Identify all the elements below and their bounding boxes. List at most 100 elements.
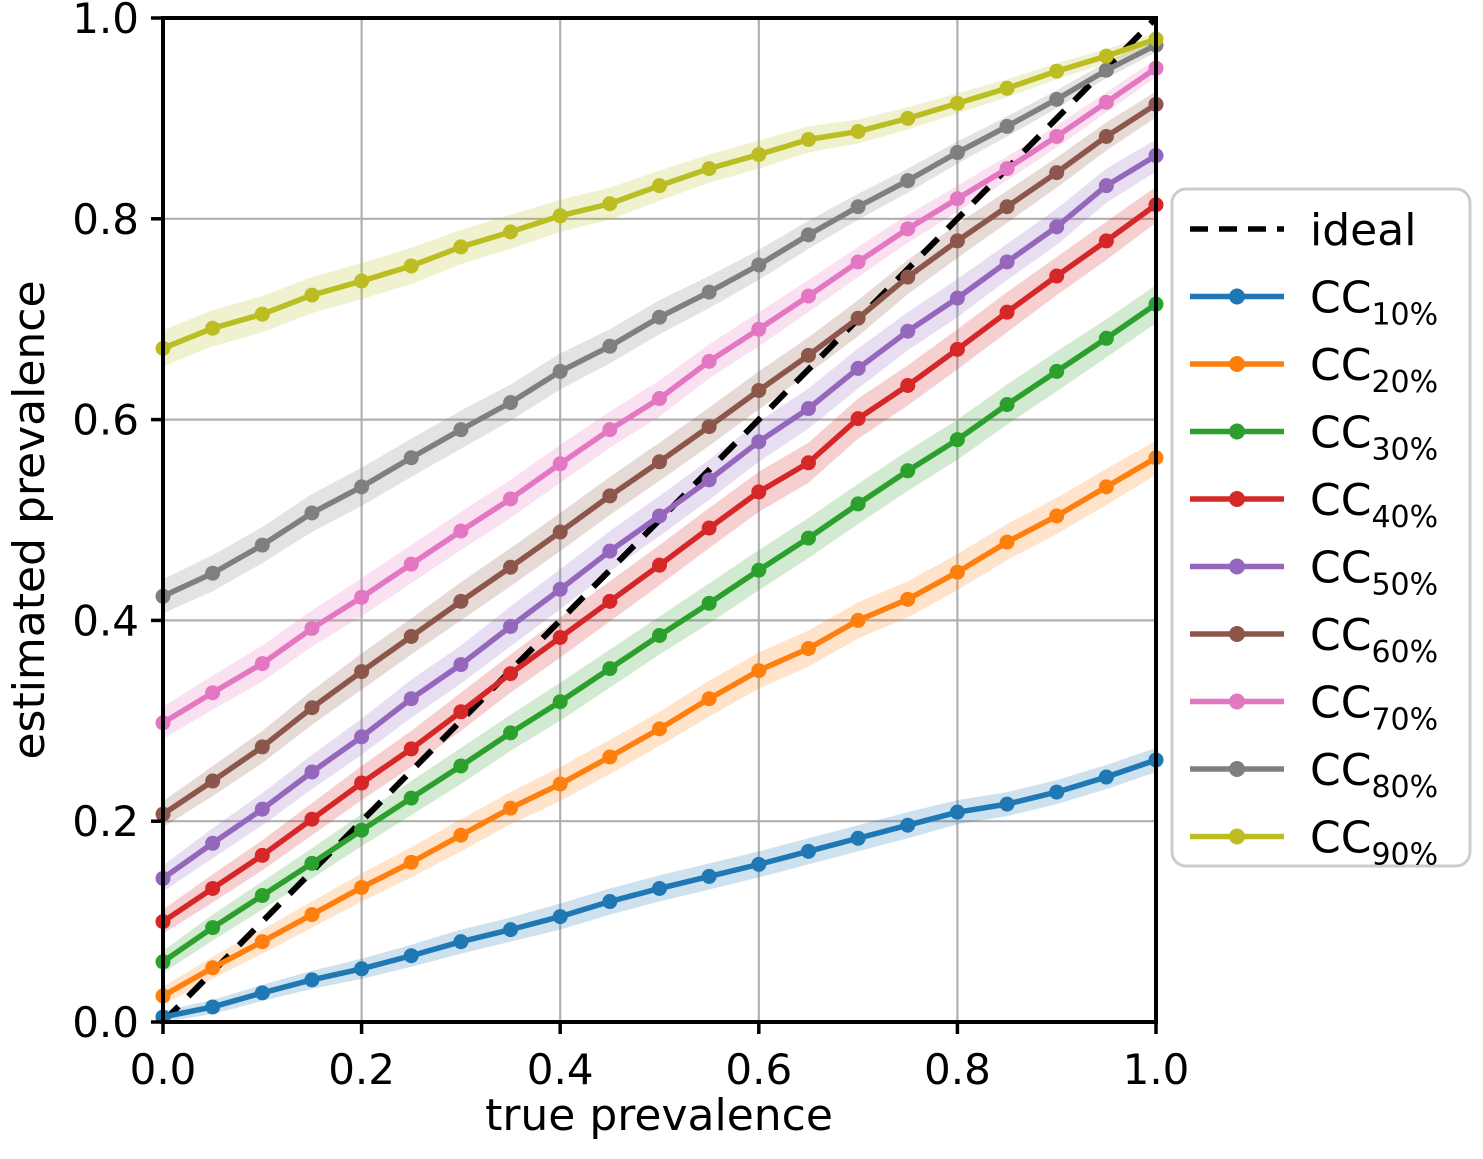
series-marker — [949, 432, 965, 448]
series-marker — [503, 922, 519, 938]
series-marker — [552, 363, 568, 379]
series-marker — [354, 664, 370, 680]
series-marker — [701, 595, 717, 611]
series-marker — [205, 685, 221, 701]
series-CC60% — [155, 96, 1164, 822]
series-marker — [254, 847, 270, 863]
series-marker — [751, 562, 767, 578]
series-marker — [453, 239, 469, 255]
series-marker — [205, 835, 221, 851]
series-marker — [503, 395, 519, 411]
series-marker — [304, 811, 320, 827]
series-marker — [751, 663, 767, 679]
series-marker — [503, 491, 519, 507]
legend-swatch-marker — [1229, 558, 1245, 575]
chart-legend[interactable]: idealCC10%CC20%CC30%CC40%CC50%CC60%CC70%… — [1170, 187, 1472, 873]
series-marker — [354, 273, 370, 289]
series-CC40% — [155, 197, 1164, 930]
axes-spines — [161, 16, 1158, 1024]
series-marker — [800, 288, 816, 304]
series-marker — [403, 258, 419, 274]
series-marker — [999, 397, 1015, 413]
series-marker — [403, 741, 419, 757]
series-marker — [800, 530, 816, 546]
series-marker — [205, 880, 221, 896]
series-marker — [999, 118, 1015, 134]
series-marker — [1049, 363, 1065, 379]
series-marker — [602, 593, 618, 609]
series-marker — [652, 309, 667, 325]
series-marker — [254, 887, 270, 903]
legend-swatch-marker — [1229, 423, 1245, 440]
series-marker — [900, 110, 916, 126]
series-marker — [453, 827, 469, 843]
series-marker — [602, 894, 618, 910]
series-marker — [900, 221, 916, 237]
series-marker — [900, 173, 916, 189]
legend-swatch-marker — [1229, 491, 1245, 507]
series-marker — [751, 434, 767, 450]
legend-box — [1170, 187, 1472, 868]
y-tick-label: 1.0 — [72, 0, 139, 43]
series-marker — [403, 691, 419, 707]
legend-item-ideal[interactable]: ideal — [1190, 205, 1416, 256]
series-marker — [552, 524, 568, 540]
series-marker — [354, 589, 370, 605]
y-axis-title: estimated prevalence — [4, 280, 55, 759]
series-marker — [701, 353, 717, 369]
series-marker — [354, 879, 370, 895]
series-marker — [453, 704, 469, 720]
series-marker — [800, 641, 816, 657]
legend-item-subscript: 40% — [1371, 500, 1438, 535]
series-marker — [800, 401, 816, 417]
series-marker — [900, 817, 916, 833]
series-marker — [999, 161, 1015, 177]
series-marker — [552, 909, 568, 925]
series-CC80% — [155, 37, 1164, 604]
legend-item-label: ideal — [1310, 205, 1416, 256]
series-marker — [1098, 479, 1114, 495]
series-marker — [949, 145, 965, 161]
series-marker — [1049, 784, 1065, 800]
series-marker — [652, 178, 667, 194]
series-marker — [701, 284, 717, 300]
series-marker — [1098, 94, 1114, 110]
series-CC20% — [155, 450, 1164, 1004]
series-marker — [503, 618, 519, 634]
series-marker — [453, 934, 469, 950]
legend-swatch-marker — [1229, 828, 1245, 845]
series-marker — [205, 960, 221, 976]
series-marker — [701, 161, 717, 177]
series-marker — [850, 310, 866, 326]
y-tick-label: 0.2 — [72, 797, 139, 846]
series-marker — [354, 961, 370, 977]
y-tick-label: 0.6 — [72, 396, 139, 445]
series-marker — [999, 199, 1015, 215]
series-marker — [354, 822, 370, 838]
series-marker — [1049, 63, 1065, 79]
legend-item-subscript: 30% — [1371, 433, 1438, 468]
series-marker — [205, 920, 221, 936]
series-CC50% — [155, 148, 1164, 886]
series-marker — [1049, 219, 1065, 235]
series-marker — [552, 694, 568, 710]
series-marker — [701, 868, 717, 884]
series-CC70% — [155, 60, 1164, 731]
series-marker — [652, 454, 667, 470]
series-marker — [1098, 769, 1114, 785]
series-marker — [949, 341, 965, 357]
legend-item-label: CC60% — [1310, 610, 1438, 670]
series-marker — [254, 985, 270, 1001]
x-axis-tick-labels: 0.0 0.2 0.4 0.6 0.8 1.0 — [130, 1022, 1189, 1094]
legend-item-CC60%[interactable]: CC60% — [1190, 610, 1438, 670]
series-marker — [503, 224, 519, 240]
series-marker — [999, 254, 1015, 270]
x-tick-label: 0.0 — [130, 1045, 197, 1094]
legend-item-subscript: 10% — [1371, 298, 1438, 333]
series-marker — [304, 855, 320, 871]
legend-item-subscript: 80% — [1371, 770, 1438, 805]
series-marker — [503, 666, 519, 682]
series-marker — [552, 208, 568, 224]
series-marker — [254, 739, 270, 755]
series-marker — [850, 830, 866, 846]
